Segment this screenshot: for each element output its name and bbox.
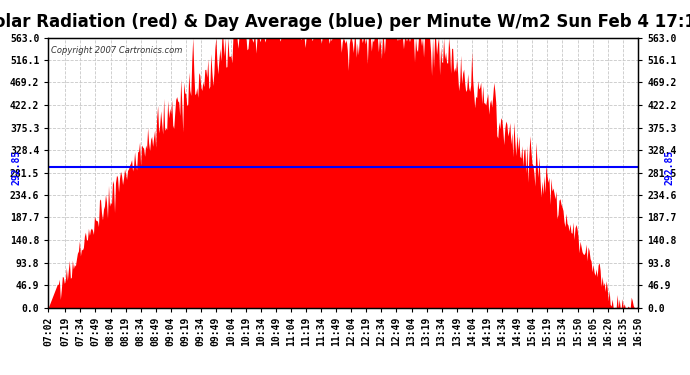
Text: 292.85: 292.85 [12, 149, 22, 184]
Text: Copyright 2007 Cartronics.com: Copyright 2007 Cartronics.com [51, 46, 183, 55]
Text: 292.85: 292.85 [664, 149, 675, 184]
Text: Solar Radiation (red) & Day Average (blue) per Minute W/m2 Sun Feb 4 17:12: Solar Radiation (red) & Day Average (blu… [0, 13, 690, 31]
